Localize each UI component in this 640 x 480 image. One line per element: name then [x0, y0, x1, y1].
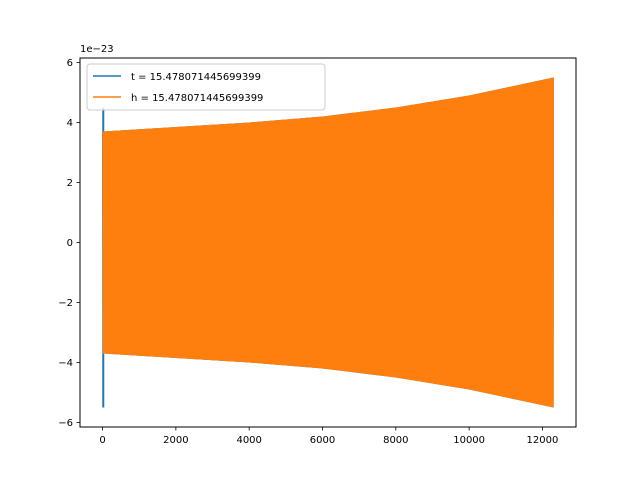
x-tick-label: 6000: [310, 435, 335, 446]
x-tick-label: 10000: [453, 435, 485, 446]
y-tick-label: 0: [67, 238, 73, 249]
x-axis: 0 2000 4000 6000 8000 10000 12000: [99, 427, 558, 446]
legend-box: [86, 63, 326, 111]
y-axis: −6 −4 −2 0 2 4 6: [58, 58, 80, 429]
plot-layer: [102, 77, 554, 408]
x-tick-label: 0: [99, 435, 105, 446]
y-tick-label: −2: [58, 298, 73, 309]
x-tick-label: 8000: [383, 435, 408, 446]
legend-label-h: h = 15.478071445699399: [131, 93, 263, 104]
y-tick-label: 6: [67, 58, 73, 69]
legend: t = 15.478071445699399 h = 15.4780714456…: [86, 63, 326, 111]
legend-label-t: t = 15.478071445699399: [131, 72, 261, 83]
y-offset-label: 1e−23: [80, 44, 114, 55]
x-tick-label: 4000: [236, 435, 261, 446]
x-tick-label: 12000: [527, 435, 559, 446]
y-tick-label: −6: [58, 418, 73, 429]
series-line-h: [102, 77, 554, 408]
y-tick-label: 4: [67, 118, 73, 129]
y-tick-label: −4: [58, 358, 73, 369]
x-tick-label: 2000: [163, 435, 188, 446]
y-tick-label: 2: [67, 178, 73, 189]
